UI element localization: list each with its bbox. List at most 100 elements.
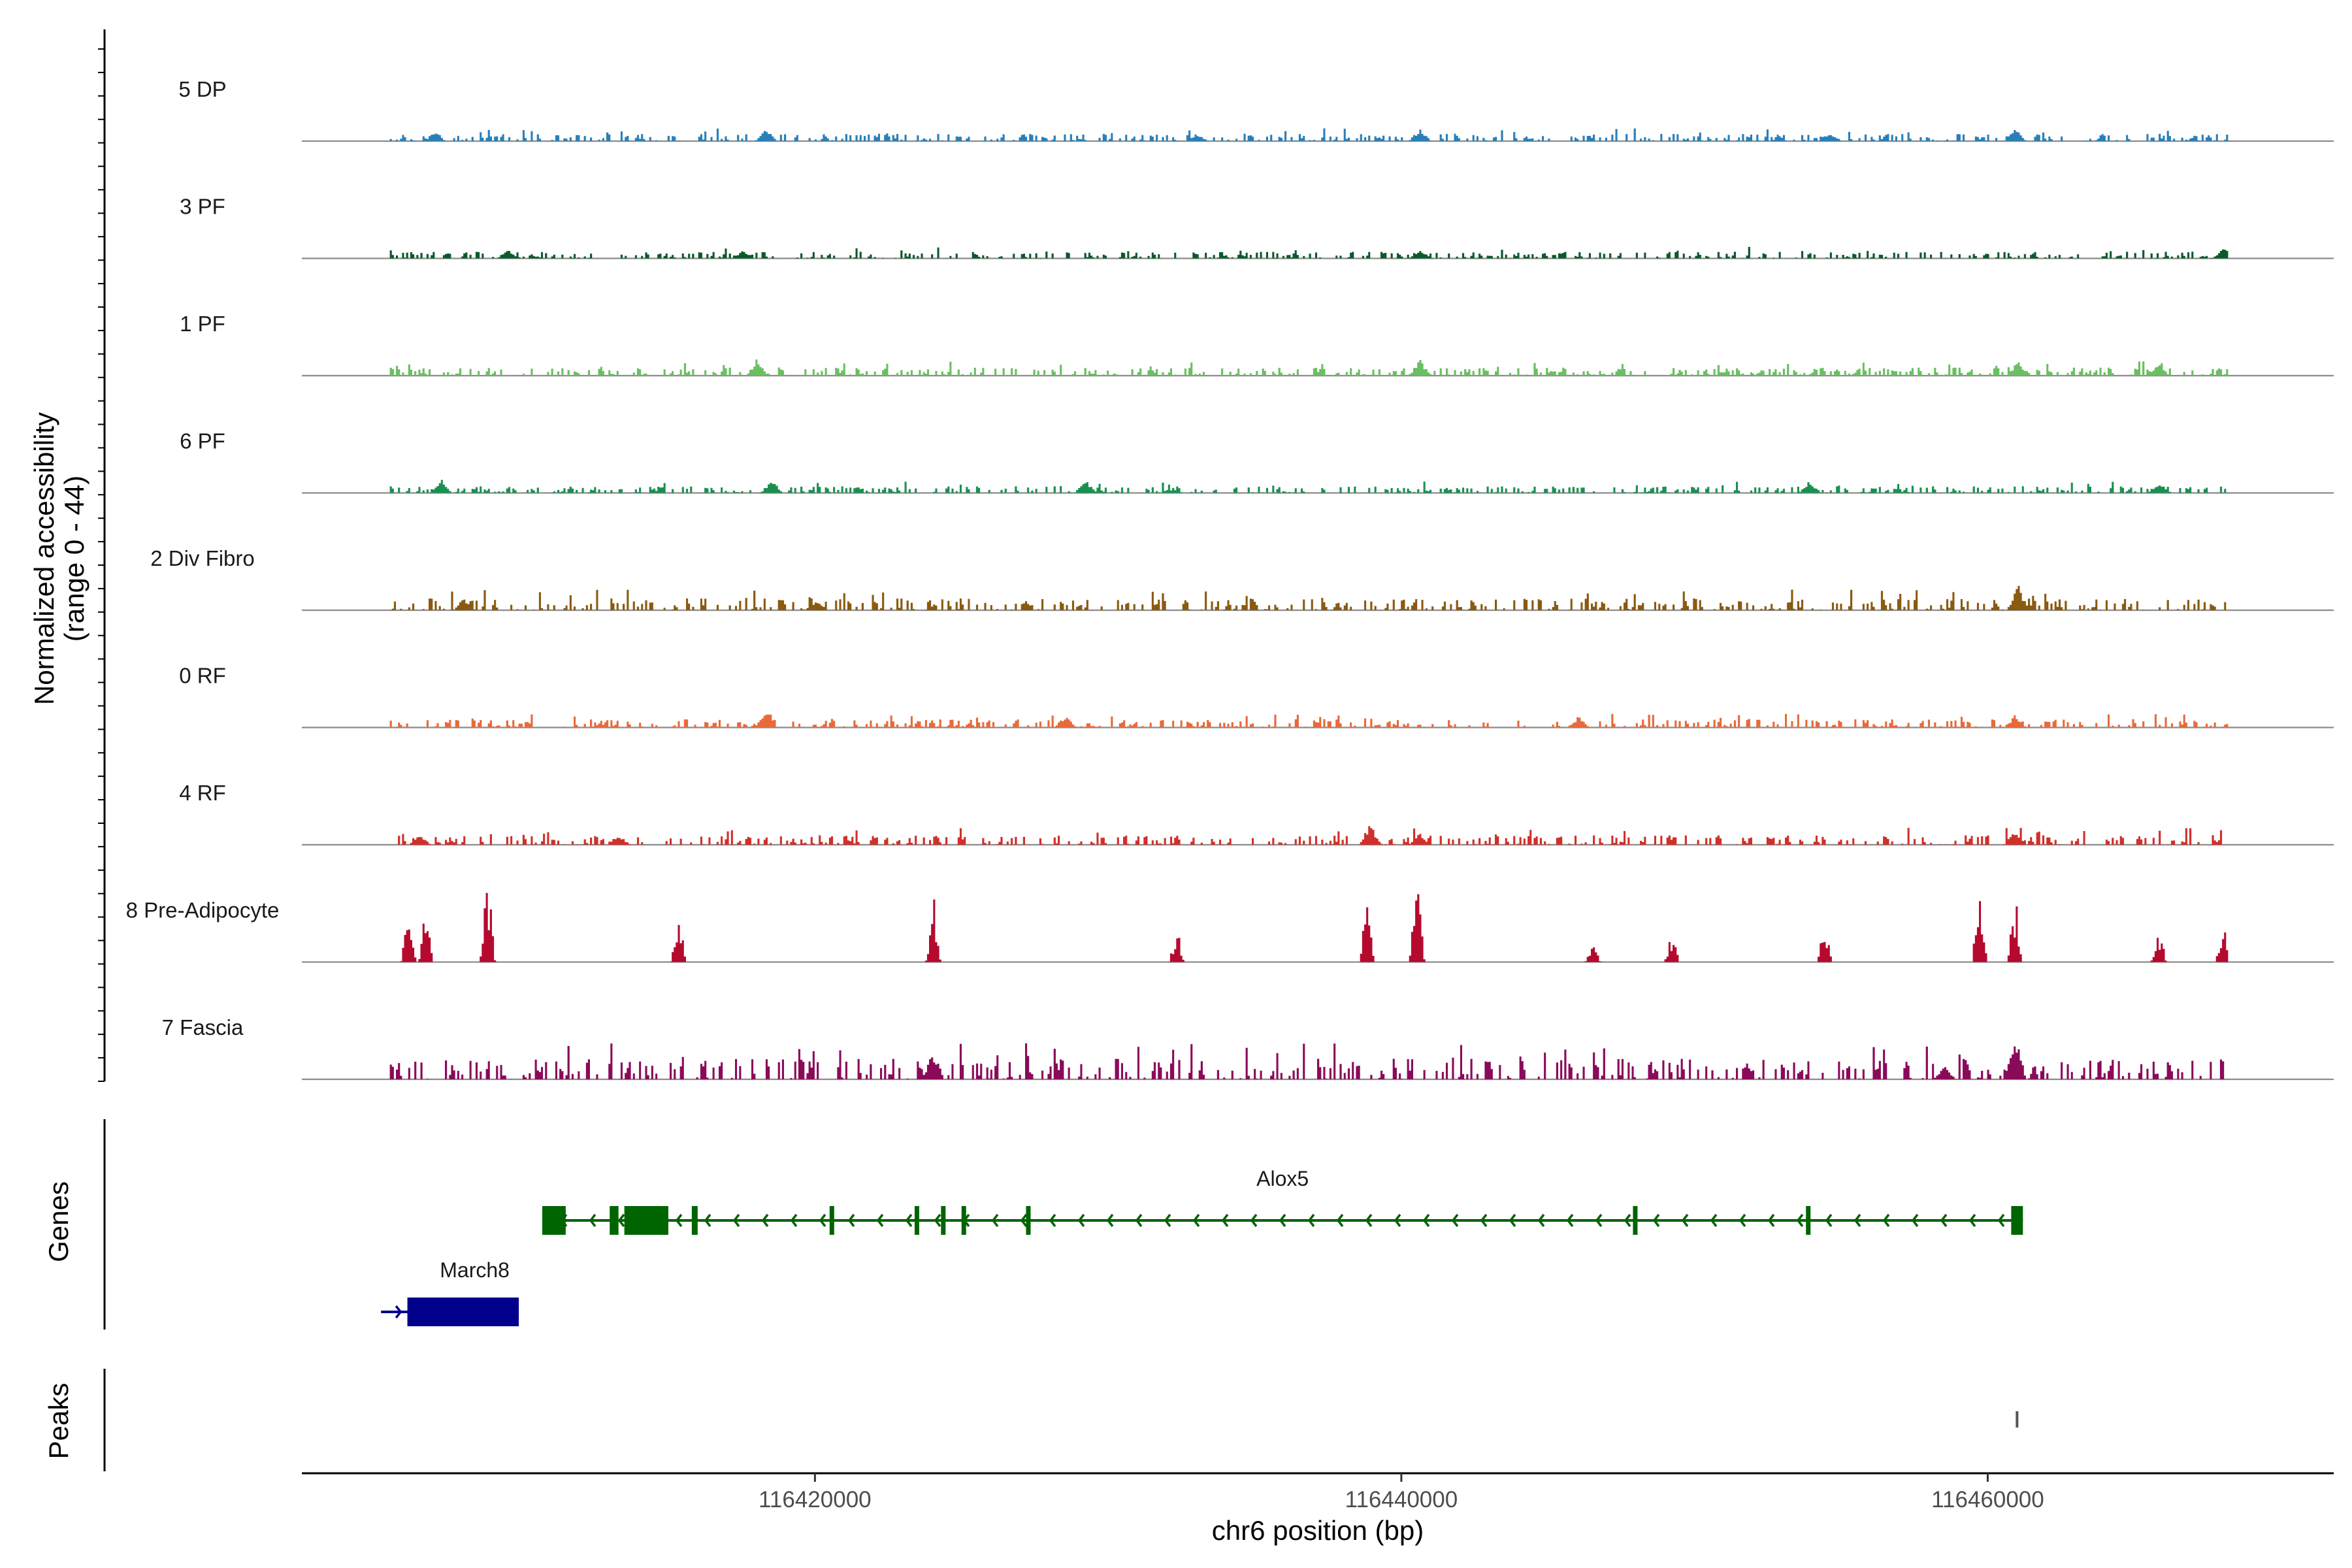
coverage-area [389, 128, 2229, 141]
strand-arrow [1020, 1213, 1028, 1228]
strand-arrow [991, 1213, 999, 1228]
strand-arrow [1106, 1213, 1114, 1228]
gene-exon [2011, 1206, 2023, 1235]
strand-arrow [704, 1213, 711, 1228]
track-label: 5 DP [178, 77, 226, 101]
strand-arrow [1221, 1213, 1229, 1228]
strand-arrow [589, 1213, 596, 1228]
track-5: 2 Div Fibro [150, 546, 2334, 612]
coverage-y-axis [98, 29, 106, 1082]
strand-arrow [876, 1213, 884, 1228]
coverage-area [389, 359, 2229, 376]
strand-arrow [1968, 1213, 1976, 1228]
strand-arrow [1652, 1213, 1660, 1228]
gene-exon [941, 1206, 946, 1235]
coverage-area [389, 826, 2229, 845]
track-label: 0 RF [179, 664, 226, 688]
strand-arrow [1336, 1213, 1344, 1228]
strand-arrow [617, 1213, 625, 1228]
strand-arrow [1940, 1213, 1948, 1228]
gene-exon [610, 1206, 619, 1235]
coverage-area [389, 585, 2229, 610]
strand-arrow [1049, 1213, 1056, 1228]
strand-arrow [1537, 1213, 1545, 1228]
strand-arrow [1997, 1213, 2005, 1228]
strand-arrow [1279, 1213, 1286, 1228]
track-9: 7 Fascia [162, 1015, 2334, 1081]
strand-arrow [1767, 1213, 1775, 1228]
coverage-area [389, 480, 2229, 493]
y-axis-title: Normalized accessibility [29, 412, 59, 705]
genes-panel-title: Genes [43, 1181, 74, 1262]
strand-arrow [1882, 1213, 1890, 1228]
gene-alox5: Alox5 [542, 1167, 2023, 1235]
gene-exon [691, 1206, 698, 1235]
track-8: 8 Pre-Adipocyte [126, 892, 2334, 963]
y-axis-range-label: (range 0 - 44) [59, 476, 90, 642]
gene-exon [624, 1206, 668, 1235]
track-2: 3 PF [180, 195, 2334, 259]
track-label: 6 PF [180, 429, 225, 453]
gene-exon [407, 1298, 519, 1326]
track-1: 5 DP [178, 77, 2334, 142]
genes-panel: Alox5 March8 [103, 1119, 2023, 1330]
strand-arrow [905, 1213, 913, 1228]
strand-arrow [1854, 1213, 1861, 1228]
gene-exon [1633, 1206, 1638, 1235]
strand-arrow [1135, 1213, 1143, 1228]
track-label: 3 PF [180, 195, 225, 219]
strand-arrow [1422, 1213, 1430, 1228]
gene-exon [914, 1206, 919, 1235]
strand-arrow [1509, 1213, 1516, 1228]
strand-arrow [1451, 1213, 1459, 1228]
gene-exon [829, 1206, 834, 1235]
strand-arrow [1681, 1213, 1689, 1228]
x-tick-label: 116440000 [1345, 1487, 1458, 1512]
strand-arrow [1566, 1213, 1574, 1228]
gene-exon [1026, 1206, 1031, 1235]
x-tick-label: 116420000 [759, 1487, 872, 1512]
x-axis: 116420000 116440000 116460000 [302, 1472, 2334, 1512]
track-7: 4 RF [179, 781, 2334, 846]
coverage-area [389, 1043, 2229, 1079]
peaks-panel [103, 1369, 2019, 1471]
gene-march8: March8 [381, 1258, 519, 1326]
x-tick-label: 116460000 [1931, 1487, 2044, 1512]
track-4: 6 PF [180, 429, 2334, 494]
track-label: 1 PF [180, 312, 225, 336]
strand-arrow [819, 1213, 826, 1228]
strand-arrow [1480, 1213, 1488, 1228]
strand-arrow [934, 1213, 941, 1228]
strand-arrow [1307, 1213, 1315, 1228]
strand-arrow [761, 1213, 769, 1228]
x-axis-title: chr6 position (bp) [1212, 1515, 1424, 1546]
strand-arrow [1911, 1213, 1919, 1228]
strand-arrow [1739, 1213, 1746, 1228]
strand-arrow [1250, 1213, 1258, 1228]
strand-arrow [395, 1305, 402, 1319]
track-6: 0 RF [179, 664, 2334, 728]
track-label: 7 Fascia [162, 1015, 244, 1039]
peaks-panel-title: Peaks [43, 1383, 74, 1460]
strand-arrow [1394, 1213, 1401, 1228]
strand-arrow [847, 1213, 855, 1228]
track-label: 2 Div Fibro [150, 546, 255, 570]
strand-arrow [1192, 1213, 1200, 1228]
track-3: 1 PF [180, 312, 2334, 377]
gene-label: March8 [440, 1258, 510, 1282]
strand-arrow [1365, 1213, 1373, 1228]
strand-arrow [1164, 1213, 1171, 1228]
track-label: 4 RF [179, 781, 226, 805]
strand-arrow [1825, 1213, 1833, 1228]
gene-exon [1806, 1206, 1811, 1235]
strand-arrow [1710, 1213, 1718, 1228]
track-label: 8 Pre-Adipocyte [126, 898, 280, 923]
strand-arrow [1796, 1213, 1804, 1228]
strand-arrow [790, 1213, 798, 1228]
gene-label: Alox5 [1256, 1167, 1309, 1190]
coverage-tracks: 5 DP 3 PF 1 PF 6 PF 2 Div Fibro 0 RF 4 RF 8 Pre… [126, 77, 2334, 1081]
strand-arrow [732, 1213, 740, 1228]
strand-arrow [1077, 1213, 1085, 1228]
strand-arrow [675, 1213, 683, 1228]
